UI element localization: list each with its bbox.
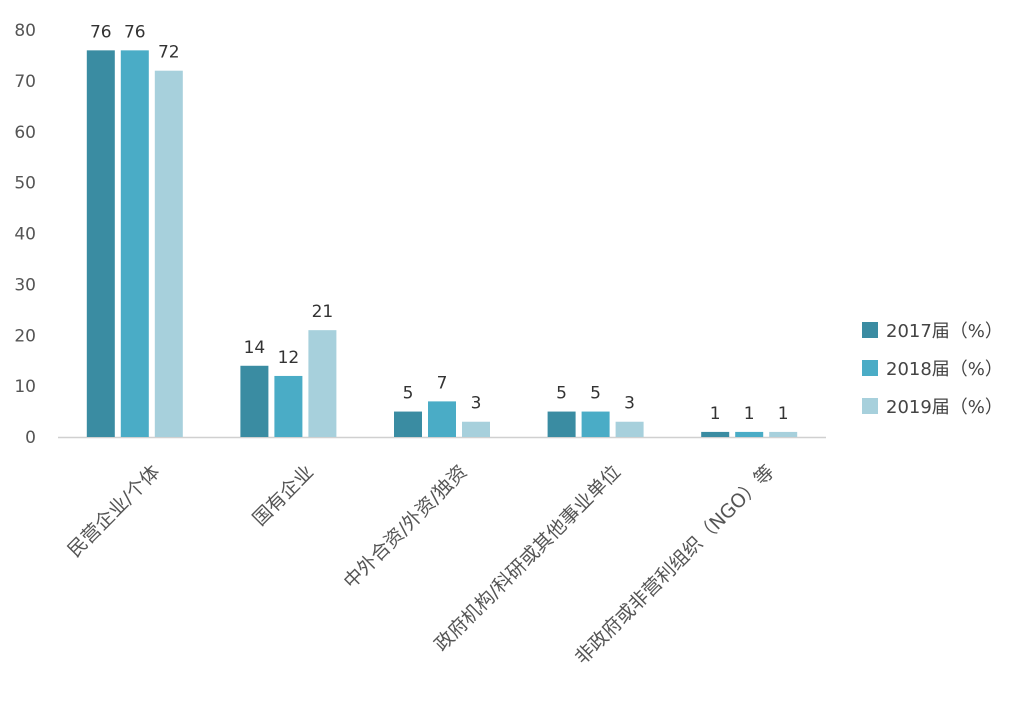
y-tick-label: 20 — [14, 326, 36, 346]
data-label: 72 — [158, 43, 180, 63]
legend-swatch — [862, 398, 878, 414]
bar — [120, 50, 149, 437]
legend: 2017届（%） 2018届（%） 2019届（%） — [862, 321, 1003, 418]
legend-entry: 2017届（%） — [886, 321, 1003, 342]
y-tick-label: 40 — [14, 225, 36, 245]
bars-layer — [86, 50, 798, 437]
bar — [769, 431, 798, 437]
data-label: 1 — [778, 404, 789, 424]
x-category-label: 政府机构/科研或其他事业单位 — [430, 461, 625, 656]
y-axis: 0 10 20 30 40 50 60 70 80 — [14, 21, 36, 448]
bar — [462, 421, 490, 437]
data-label: 12 — [278, 348, 300, 368]
y-tick-label: 80 — [14, 21, 36, 41]
data-label: 76 — [90, 22, 112, 42]
bar — [735, 431, 764, 437]
bar — [394, 411, 422, 437]
bar — [701, 431, 730, 437]
x-category-label: 中外合资/外资/独资 — [339, 461, 471, 593]
legend-entry: 2019届（%） — [886, 397, 1003, 418]
bar — [547, 411, 576, 437]
y-tick-label: 50 — [14, 174, 36, 194]
data-label: 5 — [590, 384, 601, 404]
data-label: 1 — [710, 404, 721, 424]
y-tick-label: 70 — [14, 72, 36, 92]
x-category-label: 民营企业/个体 — [64, 461, 165, 562]
data-label: 7 — [437, 373, 448, 393]
legend-swatch — [862, 322, 878, 338]
bar — [615, 421, 644, 437]
data-label: 3 — [624, 394, 635, 414]
y-tick-label: 60 — [14, 123, 36, 143]
data-label: 1 — [744, 404, 755, 424]
legend-entry: 2018届（%） — [886, 359, 1003, 380]
y-tick-label: 10 — [14, 377, 36, 397]
data-label: 5 — [556, 384, 567, 404]
x-category-label: 国有企业 — [249, 461, 318, 530]
bar — [240, 365, 269, 437]
bar — [154, 70, 183, 437]
bar — [428, 401, 456, 437]
y-tick-label: 30 — [14, 275, 36, 295]
data-label: 76 — [124, 22, 146, 42]
bar — [274, 375, 303, 437]
data-label: 3 — [471, 394, 482, 414]
category-labels-layer: 民营企业/个体 国有企业 中外合资/外资/独资政府机构/科研或其他事业单位非政府或非… — [64, 461, 779, 669]
data-label: 14 — [244, 338, 266, 358]
bar — [308, 330, 337, 437]
data-label: 21 — [312, 302, 334, 322]
bar — [581, 411, 610, 437]
value-labels-layer: 76 76 72 14 12 21 5 7 3 5 5 3 1 1 1 — [90, 22, 789, 424]
bar — [86, 50, 115, 437]
legend-swatch — [862, 360, 878, 376]
data-label: 5 — [403, 384, 414, 404]
y-tick-label: 0 — [25, 428, 36, 448]
